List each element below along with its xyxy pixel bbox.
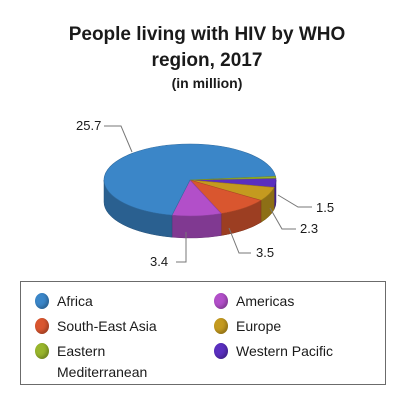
leader-line-africa xyxy=(104,125,133,153)
chart-title-line-1: People living with HIV by WHO xyxy=(68,24,346,45)
legend-label-europe: Europe xyxy=(236,318,282,334)
legend-label-western-pacific: Western Pacific xyxy=(236,343,333,359)
pie-side-americas xyxy=(171,213,222,239)
legend-swatch-western-pacific xyxy=(214,343,228,359)
legend-swatch-south-east-asia xyxy=(35,318,49,334)
legend-label-americas: Americas xyxy=(236,293,295,309)
data-label-western-pacific: 1.5 xyxy=(316,200,334,215)
data-label-europe: 2.3 xyxy=(300,221,318,236)
leader-line-americas xyxy=(176,232,187,263)
legend-swatch-eastern-mediterranean xyxy=(35,343,49,359)
legend-label-africa: Africa xyxy=(57,293,93,309)
legend-label-south-east-asia: South-East Asia xyxy=(57,318,157,334)
legend-swatch-americas xyxy=(214,293,228,309)
data-label-africa: 25.7 xyxy=(76,118,101,133)
data-label-south-east-asia: 3.5 xyxy=(256,245,274,260)
leader-line-south-east-asia xyxy=(228,227,251,254)
chart-legend: Africa Americas South-East Asia Europe E… xyxy=(20,281,386,385)
legend-swatch-europe xyxy=(214,318,228,334)
chart-subtitle: (in million) xyxy=(171,75,243,91)
legend-label-eastern: Eastern xyxy=(57,343,106,359)
chart-title: People living with HIV by WHO region, 20… xyxy=(0,22,414,74)
legend-swatch-africa xyxy=(35,293,49,309)
pie-slice-africa xyxy=(103,143,276,216)
legend-label-mediterranean: Mediterranean xyxy=(57,364,148,380)
leader-line-western-pacific xyxy=(277,194,312,208)
leader-line-europe xyxy=(269,207,296,230)
data-label-americas: 3.4 xyxy=(150,254,168,269)
chart-title-line-2: region, 2017 xyxy=(151,50,263,71)
pie-slice-eastern-mediterranean xyxy=(189,176,277,181)
